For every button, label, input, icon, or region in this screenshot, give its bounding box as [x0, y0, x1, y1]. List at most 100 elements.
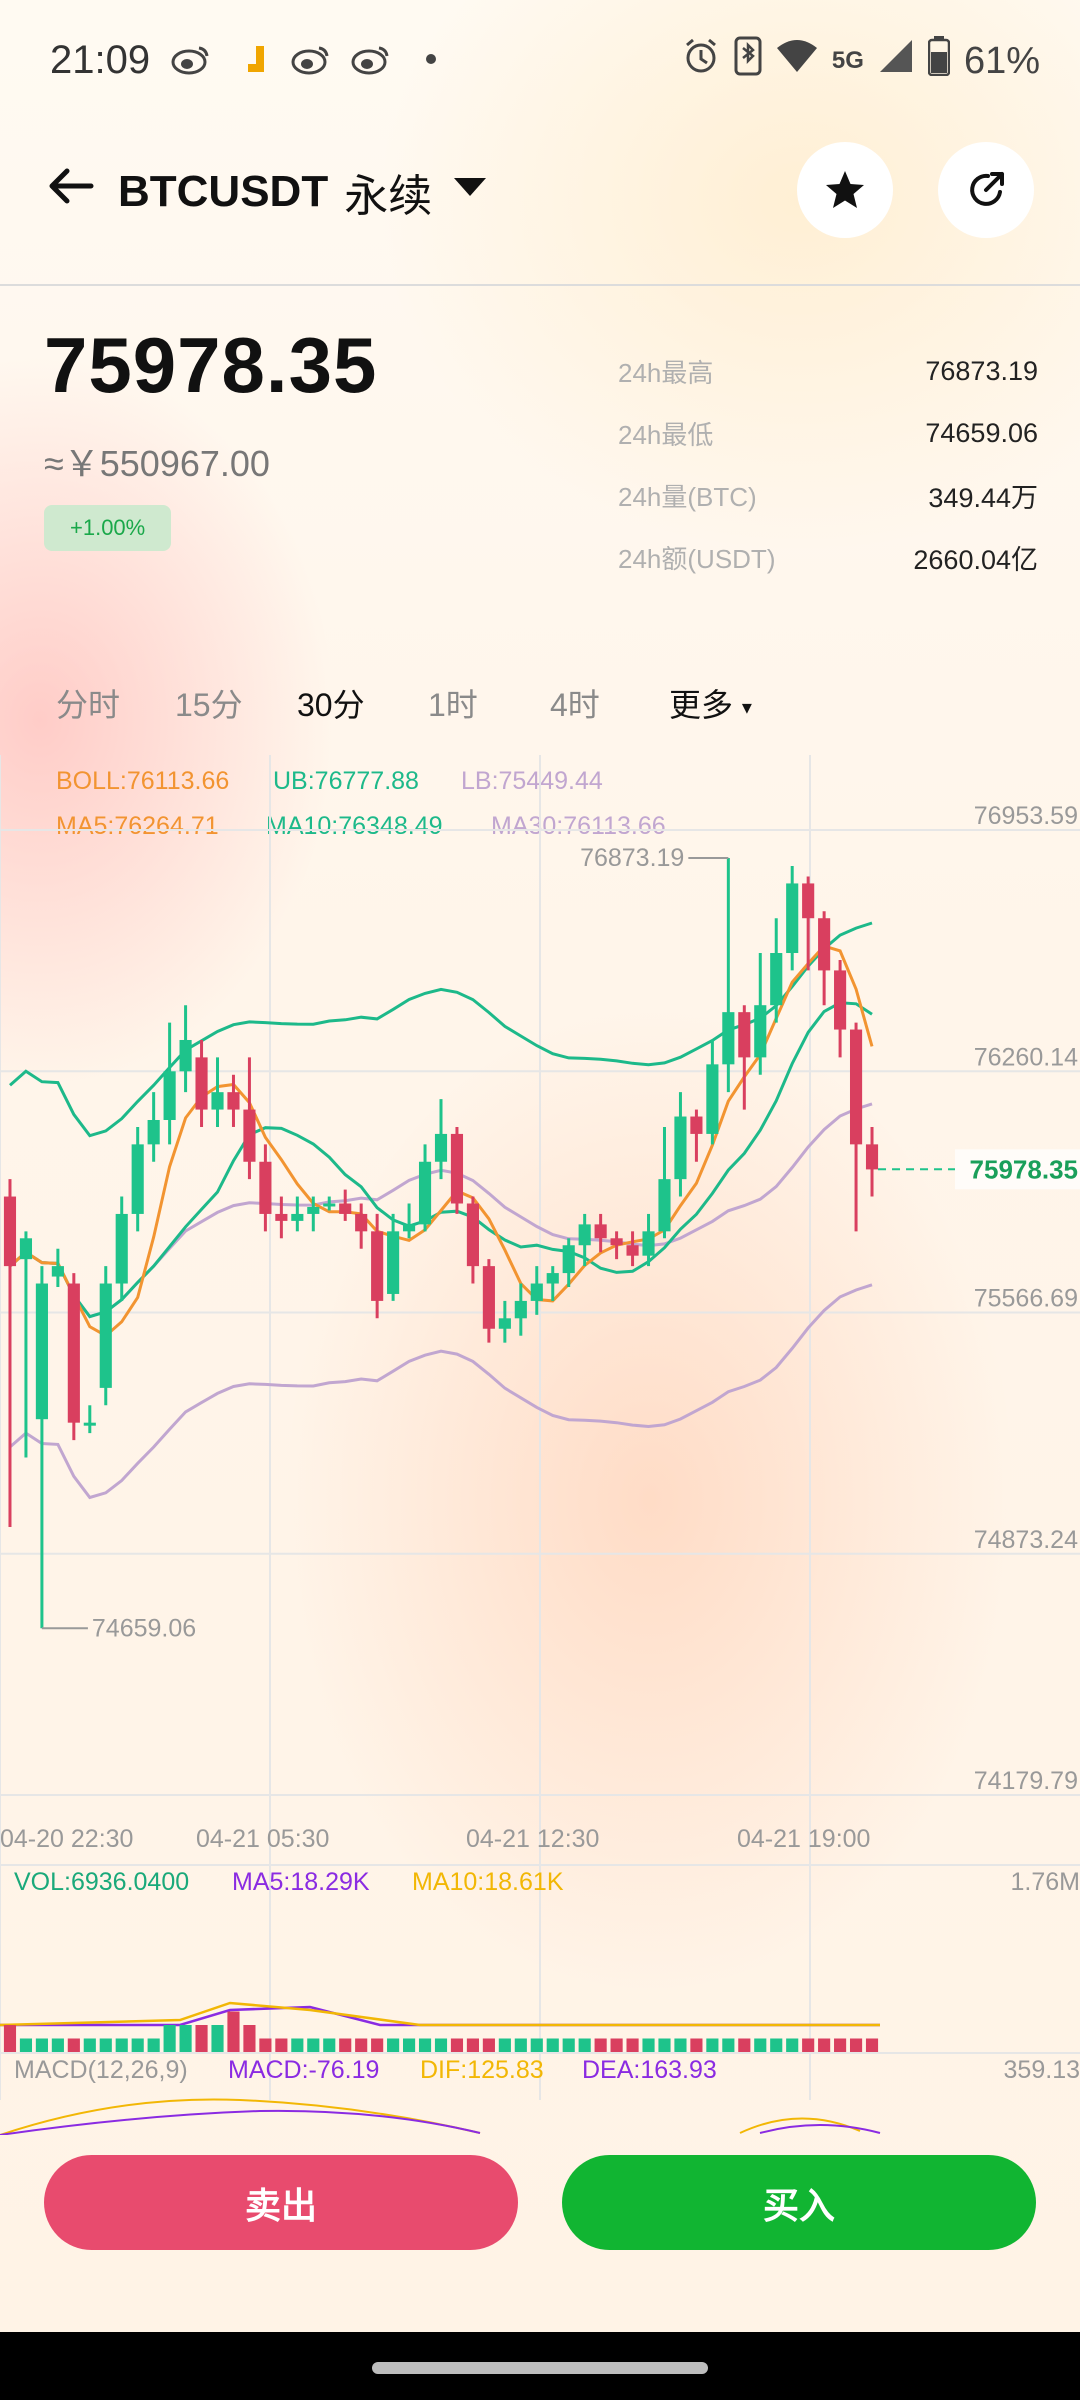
caret-down-icon: ▾: [741, 697, 752, 720]
tab-15m[interactable]: 15分: [175, 687, 243, 723]
candle-body: [307, 1206, 320, 1214]
candle-body: [387, 1231, 400, 1294]
price-tick-label: 74873.24: [974, 1526, 1078, 1554]
volume-bar: [3, 2025, 17, 2052]
header-divider: [0, 284, 1080, 286]
candlestick-chart[interactable]: 76953.59 76260.14 75566.69 74873.24 74179.79…: [0, 755, 1080, 2135]
volume-bar: [371, 2038, 384, 2052]
candle-body: [195, 1057, 208, 1110]
candle-body: [115, 1213, 128, 1284]
candle-body: [466, 1203, 479, 1267]
home-gesture-bar[interactable]: [372, 2362, 708, 2374]
candle-body: [626, 1245, 639, 1256]
candle-body: [371, 1231, 384, 1301]
volume-bar: [323, 2038, 336, 2052]
stat-row: 24h量(BTC) 349.44万: [618, 464, 1038, 526]
stat-value: 74659.06: [925, 417, 1038, 448]
tab-4h[interactable]: 4时: [550, 687, 600, 723]
candle-body: [147, 1120, 160, 1145]
interval-tabs: 分时 15分 30分 1时 4时 更多 ▾: [0, 680, 1080, 740]
battery-percent: 61%: [963, 39, 1040, 82]
candle-body: [530, 1283, 543, 1301]
candle-body: [163, 1071, 176, 1121]
signal-icon: [878, 38, 914, 84]
tab-1h[interactable]: 1时: [428, 687, 478, 723]
tab-30m[interactable]: 30分: [297, 687, 365, 723]
cny-price: ≈￥550967.00: [44, 443, 270, 484]
candle-body: [722, 1012, 735, 1065]
ma5-label: MA5:76264.71: [56, 812, 219, 840]
volume-bar: [259, 2038, 272, 2052]
candle-body: [482, 1266, 495, 1329]
share-button[interactable]: [938, 142, 1034, 238]
5g-icon: 5G: [831, 47, 864, 74]
candle-body: [275, 1213, 288, 1221]
star-icon: [826, 171, 864, 208]
caret-down-icon[interactable]: [452, 176, 492, 206]
battery-icon: [927, 36, 951, 86]
macd-max-label: 359.13: [1003, 2056, 1080, 2084]
symbol-selector[interactable]: BTCUSDT 永续: [118, 160, 432, 224]
stat-value: 76873.19: [925, 355, 1038, 386]
price-tick-label: 74179.79: [974, 1767, 1078, 1795]
vol-ma10-label: MA10:18.61K: [412, 1868, 564, 1896]
tab-more[interactable]: 更多 ▾: [669, 680, 752, 726]
stat-value: 349.44万: [928, 482, 1038, 513]
volume-bar: [865, 2038, 879, 2052]
ma5-line: [9, 944, 874, 1338]
stat-value: 2660.04亿: [913, 544, 1038, 575]
volume-bar: [51, 2038, 64, 2052]
candle-body: [355, 1213, 368, 1232]
dea-label: DEA:163.93: [582, 2056, 717, 2084]
vol-label: VOL:6936.0400: [14, 1868, 190, 1896]
boll-lower-line: [9, 1283, 873, 1500]
tab-more-label: 更多: [669, 687, 734, 723]
axis-labels: 76953.59 76260.14 75566.69 74873.24 74179.79…: [0, 802, 1080, 1853]
volume-bar: [690, 2038, 703, 2052]
vol-max-label: 1.76M: [1010, 1868, 1080, 1896]
tab-time-share[interactable]: 分时: [56, 687, 121, 723]
chart-grid: [0, 755, 1080, 2100]
buy-button[interactable]: 买入: [562, 2155, 1036, 2250]
dot-icon: [410, 38, 452, 80]
volume-bar: [722, 2038, 735, 2052]
candle-body: [578, 1224, 591, 1246]
sell-button[interactable]: 卖出: [44, 2155, 518, 2250]
volume-bar: [403, 2038, 416, 2052]
candle-body: [802, 883, 815, 919]
candle-body: [706, 1064, 719, 1134]
candle-body: [243, 1109, 256, 1162]
status-time: 21:09: [50, 38, 151, 82]
status-indicators: 5G 61%: [682, 36, 1040, 86]
back-button[interactable]: [45, 160, 101, 216]
volume-bar: [514, 2038, 527, 2052]
volume-bar: [530, 2038, 543, 2052]
favorite-button[interactable]: [797, 142, 893, 238]
dif-label: DIF:125.83: [420, 2056, 544, 2084]
candle-body: [498, 1318, 511, 1329]
time-tick-label: 04-21 12:30: [466, 1825, 599, 1853]
volume-bar: [610, 2038, 623, 2052]
volume-bar: [706, 2038, 719, 2052]
candle-body: [754, 1005, 767, 1058]
volume-bar: [211, 2025, 224, 2052]
volume-bar: [658, 2038, 671, 2052]
volume-bar: [19, 2038, 33, 2052]
candle-body: [131, 1144, 144, 1214]
volume-bar: [482, 2038, 495, 2052]
candle-body: [291, 1213, 304, 1221]
price-summary: 75978.35 ≈￥550967.00 +1.00%: [44, 320, 604, 580]
ma30-label: MA30:76113.66: [491, 812, 666, 840]
macd-label: MACD:-76.19: [228, 2056, 380, 2084]
status-bar: 21:09 5G 61%: [0, 0, 1080, 120]
lb-label: LB:75449.44: [461, 767, 603, 795]
weibo-icon: [350, 38, 392, 80]
dea-line: [759, 2124, 881, 2134]
symbol-name: BTCUSDT: [118, 167, 329, 216]
volume-bar: [849, 2038, 863, 2052]
volume-bar: [147, 2038, 160, 2052]
candle-body: [179, 1039, 192, 1072]
candle-body: [450, 1133, 464, 1204]
weibo-icon: [290, 38, 332, 80]
candle-body: [674, 1116, 687, 1180]
